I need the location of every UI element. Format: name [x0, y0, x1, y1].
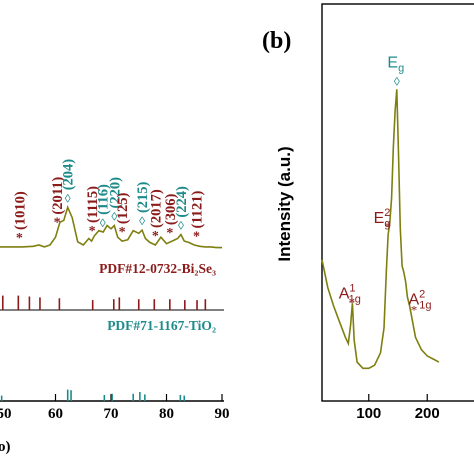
panel-a-peak-marker: *	[16, 231, 23, 246]
panel-a-x-tick-label: 70	[104, 406, 119, 422]
panel-a-peak-marker: ◊	[65, 191, 71, 205]
panel-a-peak-marker: ◊	[111, 210, 117, 224]
panel-a-x-tick-label: 80	[159, 406, 174, 422]
panel-a-peak-label: (1010)	[12, 191, 28, 230]
panel-a-peak-label: (215)	[135, 181, 151, 213]
panel-a-peak-label: (116)	[96, 184, 112, 215]
panel-a-peak-label: (1121)	[189, 190, 205, 228]
panel-a-x-tick-label: 60	[48, 406, 63, 422]
panel-a-peak-label: (2011)	[50, 177, 66, 215]
panel-b-frame	[321, 3, 474, 402]
panel-b-peak-marker: *	[385, 219, 392, 234]
panel-b-x-tick-label: 200	[415, 405, 440, 422]
panel-b-peak-marker: ◊	[394, 74, 400, 88]
panel-b-peak-label: A2 1g	[409, 289, 432, 312]
panel-a-peak-label: (306)	[163, 194, 179, 226]
panel-a-x-tick-label: 90	[215, 406, 230, 422]
panel-a-reference-label-tio2: PDF#71-1167-TiO₂	[107, 318, 216, 333]
panel-a-peak-label: (1115)	[85, 186, 101, 223]
panel-a-peak-marker: *	[54, 216, 61, 231]
panel-a-xrd: 50 60 70 80 90 PDF#12-0732-Bi₂Se₃ PDF#71-116…	[0, 159, 230, 455]
panel-a-peak-label: (220)	[107, 177, 123, 209]
panel-a-peak-marker: ◊	[178, 219, 184, 233]
panel-b-x-tick-label: 100	[356, 405, 381, 422]
panel-b-y-axis-label: Intensity (a.u.)	[275, 146, 294, 261]
panel-a-peak-marker: *	[193, 230, 200, 245]
panel-a-peak-label: (204)	[61, 159, 77, 191]
panel-b-raman-curve	[321, 89, 440, 370]
panel-a-reference-label-bi2se3: PDF#12-0732-Bi₂Se₃	[99, 261, 216, 276]
panel-b-peak-label: E2 g	[374, 207, 391, 230]
panel-a-peak-marker: *	[152, 229, 159, 244]
panel-a-peak-marker: ◊	[100, 216, 106, 230]
panel-a-peak-label: (224)	[174, 186, 190, 218]
panel-a-peak-marker: *	[166, 226, 173, 241]
panel-b-raman: (b) Intensity (a.u.) 100 200 ◊Eg*E2 g*A1 1g…	[262, 3, 474, 422]
panel-a-xrd-curve	[0, 204, 222, 249]
panel-b-label: (b)	[262, 28, 291, 54]
panel-a-partial-label: o)	[0, 439, 11, 455]
panel-b-peak-marker: *	[411, 303, 418, 318]
panel-a-peak-label: (2017)	[148, 189, 164, 228]
panel-b-peak-label: Eg	[387, 54, 404, 74]
panel-a-x-tick-label: 50	[0, 406, 12, 422]
panel-b-peak-label: A1 1g	[339, 282, 361, 305]
panel-b-peak-marker: *	[349, 294, 356, 309]
panel-a-peak-marker: ◊	[139, 214, 145, 228]
panel-a-peak-label: (125)	[115, 193, 131, 225]
panel-a-peak-marker: *	[119, 225, 126, 240]
panel-a-peak-marker: *	[89, 224, 96, 239]
